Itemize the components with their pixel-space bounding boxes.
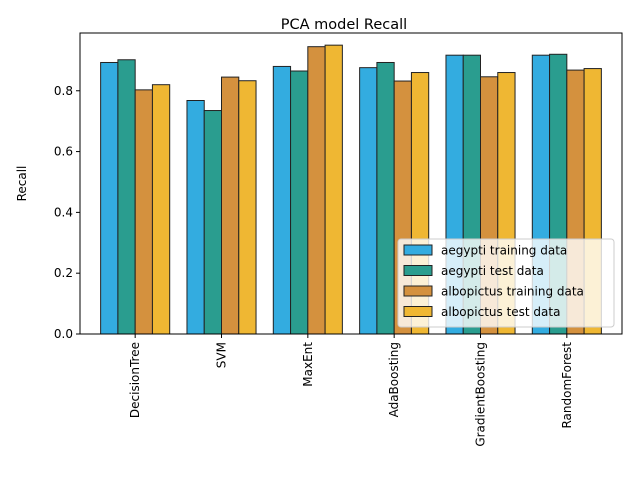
y-tick-label: 0.2 [54, 266, 73, 280]
x-tick-label-gradientboosting: GradientBoosting [474, 342, 488, 447]
bar-svm-series-3 [238, 80, 257, 335]
legend-swatch [403, 244, 433, 256]
plot-frame [79, 32, 623, 335]
bar-decisiontree-series-2 [134, 89, 153, 335]
bar-svm-series-1 [203, 110, 222, 335]
y-tick-label: 0.0 [54, 327, 73, 341]
legend-swatch [403, 285, 433, 297]
bar-maxent-series-2 [307, 46, 326, 335]
y-tick-label: 0.8 [54, 84, 73, 98]
x-tick-label-randomforest: RandomForest [560, 342, 574, 429]
x-axis: DecisionTree SVM MaxEnt AdaBoosting Gradient… [128, 334, 574, 447]
x-tick-label-decisiontree: DecisionTree [128, 342, 142, 418]
y-axis: 0.0 0.2 0.4 0.6 0.8 [54, 84, 80, 341]
legend-label: albopictus test data [441, 305, 560, 319]
bar-decisiontree-series-3 [151, 84, 171, 335]
bar-svm-series-0 [186, 100, 205, 335]
legend-swatch [403, 265, 433, 276]
x-tick-label-maxent: MaxEnt [301, 342, 315, 387]
legend-label: aegypti training data [441, 244, 567, 258]
bar-adaboosting-series-0 [359, 67, 378, 335]
bar-maxent-series-1 [290, 70, 309, 335]
bar-decisiontree-series-1 [117, 59, 136, 335]
legend-box [397, 238, 615, 328]
bar-maxent-series-3 [324, 44, 343, 335]
bar-adaboosting-series-1 [376, 61, 395, 335]
x-tick-label-svm: SVM [215, 342, 229, 368]
legend-label: albopictus training data [441, 285, 584, 299]
legend-label: aegypti test data [441, 264, 544, 278]
bar-maxent-series-0 [272, 65, 292, 335]
bar-decisiontree-series-0 [100, 61, 119, 335]
y-tick-label: 0.4 [54, 205, 73, 219]
legend-swatch [403, 306, 433, 317]
legend: aegypti training data aegypti test data al… [397, 238, 615, 328]
chart-title: PCA model Recall [281, 17, 407, 33]
y-axis-label: Recall [15, 166, 29, 202]
y-tick-label: 0.6 [54, 145, 73, 159]
bar-svm-series-2 [221, 76, 240, 335]
x-tick-label-adaboosting: AdaBoosting [387, 342, 401, 417]
